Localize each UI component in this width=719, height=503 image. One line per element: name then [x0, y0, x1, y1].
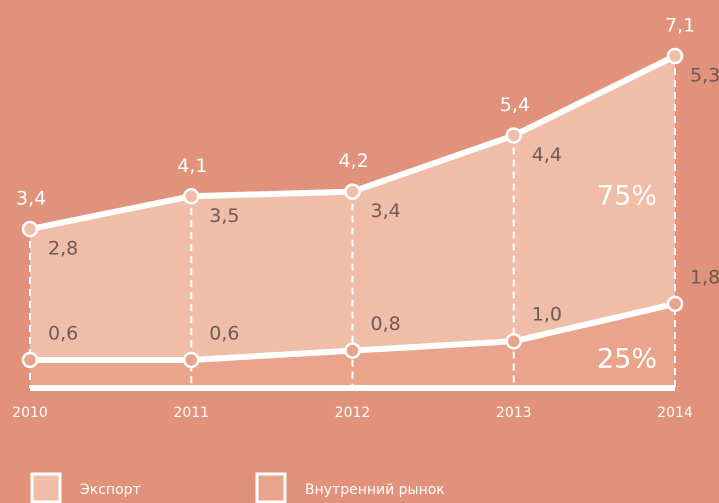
legend-label: Экспорт: [80, 482, 141, 498]
x-tick-label: 2014: [657, 405, 693, 421]
point-export: [666, 47, 684, 65]
domestic-label: 1,0: [532, 304, 562, 326]
x-tick-label: 2011: [173, 405, 209, 421]
total-label: 3,4: [16, 188, 46, 210]
total-label: 4,2: [339, 150, 369, 172]
domestic-label: 1,8: [690, 266, 719, 288]
total-label: 5,4: [500, 94, 530, 116]
export-label: 4,4: [532, 144, 562, 166]
legend-label: Внутренний рынок: [305, 482, 445, 498]
point-domestic: [183, 351, 200, 369]
annotation: 75%: [597, 181, 657, 212]
domestic-label: 0,6: [48, 322, 78, 344]
point-domestic: [666, 295, 684, 313]
export-label: 2,8: [48, 238, 78, 260]
legend-swatch: [255, 472, 287, 503]
x-tick-label: 2010: [12, 405, 48, 421]
total-label: 4,1: [177, 155, 207, 177]
annotation: 25%: [597, 344, 657, 375]
point-export: [183, 188, 200, 205]
point-export: [344, 183, 361, 200]
export-label: 3,5: [209, 205, 239, 227]
point-export: [505, 127, 522, 144]
point-domestic: [505, 332, 522, 350]
x-tick-label: 2013: [496, 405, 532, 421]
point-export: [21, 220, 39, 238]
point-domestic: [21, 351, 39, 369]
export-label: 3,4: [371, 200, 401, 222]
x-tick-label: 2012: [335, 405, 371, 421]
domestic-label: 0,6: [209, 322, 239, 344]
total-label: 7,1: [665, 15, 695, 37]
domestic-label: 0,8: [371, 313, 401, 335]
point-domestic: [344, 342, 361, 359]
export-label: 5,3: [690, 65, 719, 87]
legend-swatch: [30, 472, 62, 503]
